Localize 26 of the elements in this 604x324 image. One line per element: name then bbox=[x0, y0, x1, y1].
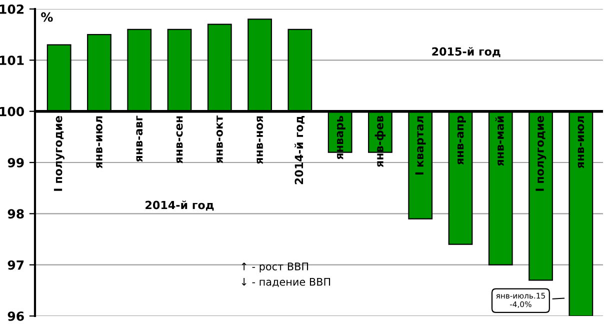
annotation: ↑ - рост ВВП bbox=[242, 262, 308, 272]
x-tick-label: янв-июл bbox=[578, 116, 584, 168]
y-tick-label: 101 bbox=[0, 56, 24, 66]
x-tick-label: янв-фев bbox=[374, 116, 386, 168]
annotation: 2014-й год bbox=[146, 200, 214, 211]
x-tick-label: I квартал bbox=[415, 116, 426, 175]
x-tick-label: I полугодие bbox=[54, 116, 64, 191]
y-tick-label: 102 bbox=[0, 4, 24, 14]
x-tick-label: янв-ноя bbox=[256, 116, 264, 164]
y-tick-label: 99 bbox=[8, 158, 24, 168]
annotation: ↓ - падение ВВП bbox=[242, 278, 330, 288]
x-tick-label: янв-май bbox=[495, 116, 504, 166]
y-tick-label: 97 bbox=[8, 260, 24, 270]
x-tick-label: янв-окт bbox=[216, 115, 223, 164]
y-axis-title: % bbox=[41, 12, 53, 22]
x-tick-label: 2014-й год bbox=[294, 116, 305, 184]
y-tick-label: 96 bbox=[8, 311, 24, 321]
x-tick-label: I полугодие bbox=[536, 116, 546, 191]
x-tick-label: янв-авг bbox=[136, 116, 143, 162]
y-tick-label: 98 bbox=[8, 209, 24, 219]
annotation: 2015-й год bbox=[432, 47, 500, 58]
x-tick-label: янв-апр bbox=[457, 116, 466, 165]
x-tick-label: янв-сен bbox=[176, 116, 183, 164]
y-tick-label: 100 bbox=[0, 106, 24, 116]
x-tick-label: янв-июл bbox=[96, 116, 102, 168]
x-tick-label: январь bbox=[336, 116, 346, 160]
